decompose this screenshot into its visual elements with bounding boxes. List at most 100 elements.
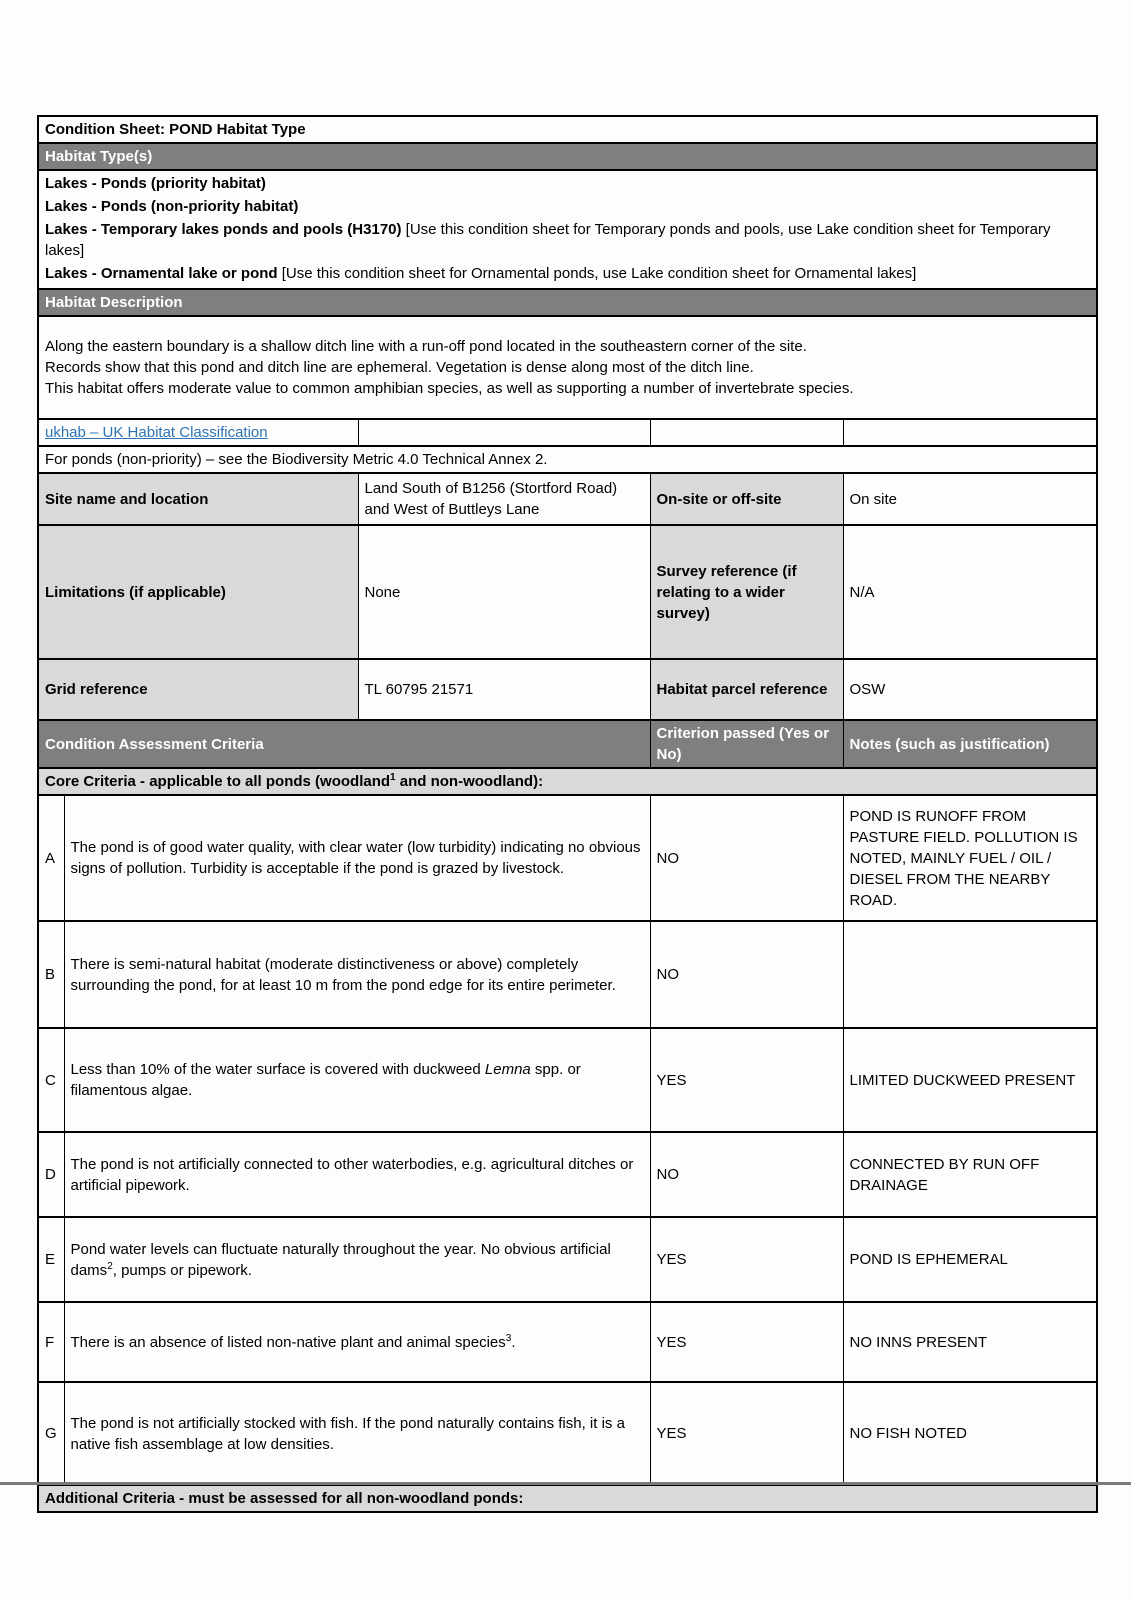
limitations-label: Limitations (if applicable) xyxy=(37,524,359,660)
habitat-types-header-row: Habitat Type(s) xyxy=(37,142,1098,171)
grid-reference-row: Grid reference TL 60795 21571 Habitat pa… xyxy=(37,658,1098,721)
limitations-row: Limitations (if applicable) None Survey … xyxy=(37,524,1098,660)
criterion-row-g: G The pond is not artificially stocked w… xyxy=(37,1381,1098,1486)
criterion-row-f: F There is an absence of listed non-nati… xyxy=(37,1301,1098,1383)
criterion-text-italic: Lemna xyxy=(484,1061,531,1078)
criterion-text-pre: Pond water levels can fluctuate naturall… xyxy=(70,1240,611,1279)
habitat-description-header-row: Habitat Description xyxy=(37,288,1098,317)
criterion-text-pre: Less than 10% of the water surface is co… xyxy=(70,1061,485,1078)
criterion-row-e: E Pond water levels can fluctuate natura… xyxy=(37,1216,1098,1303)
site-name-value: Land South of B1256 (Stortford Road) and… xyxy=(357,472,651,526)
habitat-description-line: This habitat offers moderate value to co… xyxy=(45,380,854,397)
core-criteria-header: Core Criteria - applicable to all ponds … xyxy=(37,767,1098,796)
habitat-types-row: Lakes - Ponds (priority habitat) Lakes -… xyxy=(37,169,1098,290)
onsite-value: On site xyxy=(842,472,1098,526)
criterion-notes: NO INNS PRESENT xyxy=(842,1301,1098,1383)
passed-header: Criterion passed (Yes or No) xyxy=(649,719,844,769)
nonpriority-note: For ponds (non-priority) – see the Biodi… xyxy=(37,445,1098,474)
habitat-description-content: Along the eastern boundary is a shallow … xyxy=(37,315,1098,420)
criterion-notes: POND IS EPHEMERAL xyxy=(842,1216,1098,1303)
core-criteria-header-row: Core Criteria - applicable to all ponds … xyxy=(37,767,1098,796)
habitat-type-note: [Use this condition sheet for Ornamental… xyxy=(277,265,917,282)
survey-ref-label: Survey reference (if relating to a wider… xyxy=(649,524,844,660)
criterion-text: There is an absence of listed non-native… xyxy=(63,1301,651,1383)
criterion-passed: YES xyxy=(649,1301,844,1383)
criterion-text: The pond is of good water quality, with … xyxy=(63,794,651,922)
additional-criteria-header-row: Additional Criteria - must be assessed f… xyxy=(37,1484,1098,1513)
onsite-label: On-site or off-site xyxy=(649,472,844,526)
criterion-text-post: spp. or filamentous algae. xyxy=(70,1061,581,1099)
survey-ref-value: N/A xyxy=(842,524,1098,660)
criterion-passed: NO xyxy=(649,794,844,922)
criterion-text-sup: 3 xyxy=(505,1332,512,1344)
notes-header: Notes (such as justification) xyxy=(842,719,1098,769)
criterion-text: There is semi-natural habitat (moderate … xyxy=(63,920,651,1029)
classification-row: ukhab – UK Habitat Classification xyxy=(37,418,1098,447)
assessment-header-row: Condition Assessment Criteria Criterion … xyxy=(37,719,1098,769)
additional-criteria-header: Additional Criteria - must be assessed f… xyxy=(37,1484,1098,1513)
empty-cell xyxy=(357,418,651,447)
habitat-description-line: Along the eastern boundary is a shallow … xyxy=(45,338,807,355)
grid-ref-label: Grid reference xyxy=(37,658,359,721)
habitat-type-item: Lakes - Ornamental lake or pond [Use thi… xyxy=(45,263,1090,284)
habitat-types-header: Habitat Type(s) xyxy=(37,142,1098,171)
criterion-letter: B xyxy=(37,920,65,1029)
empty-cell xyxy=(649,418,844,447)
habitat-type-note: [Use this condition sheet for Temporary … xyxy=(45,221,1051,259)
criterion-text-sup: 2 xyxy=(107,1260,113,1272)
criterion-letter: G xyxy=(37,1381,65,1486)
criterion-notes: LIMITED DUCKWEED PRESENT xyxy=(842,1027,1098,1133)
limitations-value: None xyxy=(357,524,651,660)
criterion-text-pre: There is semi-natural habitat (moderate … xyxy=(70,955,616,994)
habitat-types-content: Lakes - Ponds (priority habitat) Lakes -… xyxy=(37,169,1098,290)
criterion-text-pre: The pond is not artificially connected t… xyxy=(70,1155,634,1194)
core-header-text: Core Criteria - applicable to all ponds … xyxy=(45,773,391,790)
criterion-text-pre: The pond is of good water quality, with … xyxy=(70,839,641,877)
core-header-sup: 1 xyxy=(390,772,396,783)
page-separator xyxy=(0,1482,1131,1485)
title-row: Condition Sheet: POND Habitat Type xyxy=(37,115,1098,144)
criterion-letter: E xyxy=(37,1216,65,1303)
habitat-type-name: Lakes - Ornamental lake or pond xyxy=(45,265,278,282)
ukhab-link-cell: ukhab – UK Habitat Classification xyxy=(37,418,359,447)
criterion-text-post: , pumps or pipework. xyxy=(112,1261,252,1279)
criterion-passed: YES xyxy=(649,1027,844,1133)
condition-sheet-table: Condition Sheet: POND Habitat Type Habit… xyxy=(37,115,1099,1513)
sheet-title: Condition Sheet: POND Habitat Type xyxy=(37,115,1098,144)
criterion-text: The pond is not artificially stocked wit… xyxy=(63,1381,651,1486)
criteria-header: Condition Assessment Criteria xyxy=(37,719,651,769)
site-name-row: Site name and location Land South of B12… xyxy=(37,472,1098,526)
habitat-type-name: Lakes - Ponds (priority habitat) xyxy=(45,175,266,192)
core-header-text: and non-woodland): xyxy=(395,773,544,790)
criterion-passed: YES xyxy=(649,1216,844,1303)
habitat-description-line: Records show that this pond and ditch li… xyxy=(45,359,754,376)
ukhab-link[interactable]: ukhab – UK Habitat Classification xyxy=(45,424,268,441)
habitat-description-row: Along the eastern boundary is a shallow … xyxy=(37,315,1098,420)
parcel-value: OSW xyxy=(842,658,1098,721)
nonpriority-note-row: For ponds (non-priority) – see the Biodi… xyxy=(37,445,1098,474)
habitat-type-item: Lakes - Ponds (non-priority habitat) xyxy=(45,196,1090,217)
criterion-passed: NO xyxy=(649,1131,844,1218)
criterion-row-c: C Less than 10% of the water surface is … xyxy=(37,1027,1098,1133)
criterion-letter: D xyxy=(37,1131,65,1218)
habitat-type-name: Lakes - Temporary lakes ponds and pools … xyxy=(45,221,402,238)
criterion-notes xyxy=(842,920,1098,1029)
habitat-type-item: Lakes - Temporary lakes ponds and pools … xyxy=(45,219,1090,261)
site-name-label: Site name and location xyxy=(37,472,359,526)
criterion-passed: YES xyxy=(649,1381,844,1486)
criterion-row-b: B There is semi-natural habitat (moderat… xyxy=(37,920,1098,1029)
condition-sheet: Condition Sheet: POND Habitat Type Habit… xyxy=(37,115,1099,1513)
criterion-passed: NO xyxy=(649,920,844,1029)
criterion-notes: CONNECTED BY RUN OFF DRAINAGE xyxy=(842,1131,1098,1218)
criterion-text: The pond is not artificially connected t… xyxy=(63,1131,651,1218)
criterion-text-post: . xyxy=(511,1333,516,1351)
habitat-description-header: Habitat Description xyxy=(37,288,1098,317)
habitat-type-name: Lakes - Ponds (non-priority habitat) xyxy=(45,198,299,215)
criterion-text-pre: There is an absence of listed non-native… xyxy=(70,1333,506,1351)
criterion-notes: POND IS RUNOFF FROM PASTURE FIELD. POLLU… xyxy=(842,794,1098,922)
criterion-row-a: A The pond is of good water quality, wit… xyxy=(37,794,1098,922)
criterion-text: Less than 10% of the water surface is co… xyxy=(63,1027,651,1133)
parcel-label: Habitat parcel reference xyxy=(649,658,844,721)
criterion-letter: F xyxy=(37,1301,65,1383)
criterion-letter: C xyxy=(37,1027,65,1133)
